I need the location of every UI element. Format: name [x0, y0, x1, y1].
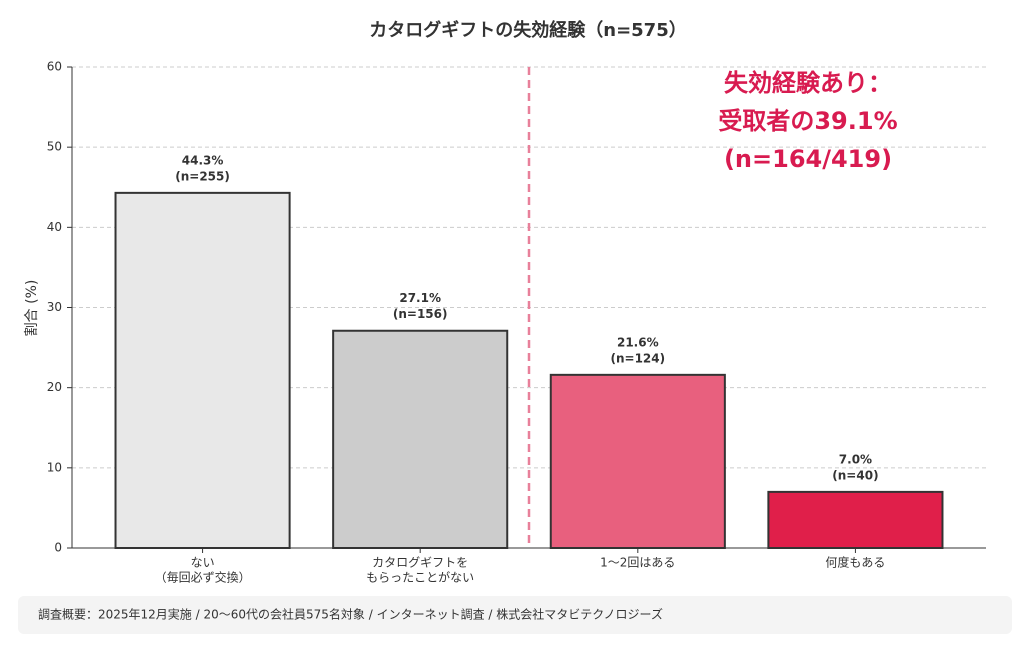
annotation: (n=164/419) — [724, 145, 892, 173]
y-tick-label: 0 — [54, 541, 62, 555]
footer-box — [18, 596, 1012, 634]
x-tick-label: カタログギフトを — [372, 556, 468, 570]
count-label: (n=40) — [832, 468, 878, 482]
x-tick-label: （毎回必ず交換） — [155, 570, 251, 585]
count-label: (n=124) — [610, 351, 665, 365]
x-tick-label: もらったことがない — [366, 570, 474, 585]
y-tick-label: 30 — [47, 300, 62, 314]
y-tick-label: 40 — [47, 220, 62, 234]
footer-note: 調査概要：2025年12月実施 / 20〜60代の会社員575名対象 / インタ… — [38, 607, 663, 622]
y-tick-label: 60 — [47, 60, 62, 74]
value-label: 21.6% — [617, 335, 659, 349]
count-label: (n=255) — [175, 169, 230, 183]
annotation: 失効経験あり： — [724, 69, 892, 97]
x-tick-label: ない — [191, 556, 215, 570]
y-tick-label: 20 — [47, 380, 62, 394]
x-tick-label: 何度もある — [825, 555, 885, 570]
y-tick-label: 10 — [47, 460, 62, 474]
x-tick-label: 1〜2回はある — [600, 556, 675, 570]
value-label: 27.1% — [399, 291, 441, 305]
value-label: 44.3% — [182, 153, 224, 167]
bar — [549, 373, 726, 549]
value-label: 7.0% — [839, 452, 872, 466]
bar — [332, 329, 509, 549]
annotation: 受取者の39.1% — [718, 107, 897, 135]
chart-title: カタログギフトの失効経験（n=575） — [369, 19, 686, 41]
y-tick-label: 50 — [47, 140, 62, 154]
y-axis-label: 割合 (%) — [23, 280, 40, 337]
bar — [767, 490, 944, 549]
count-label: (n=156) — [393, 307, 448, 321]
bar — [114, 191, 291, 549]
